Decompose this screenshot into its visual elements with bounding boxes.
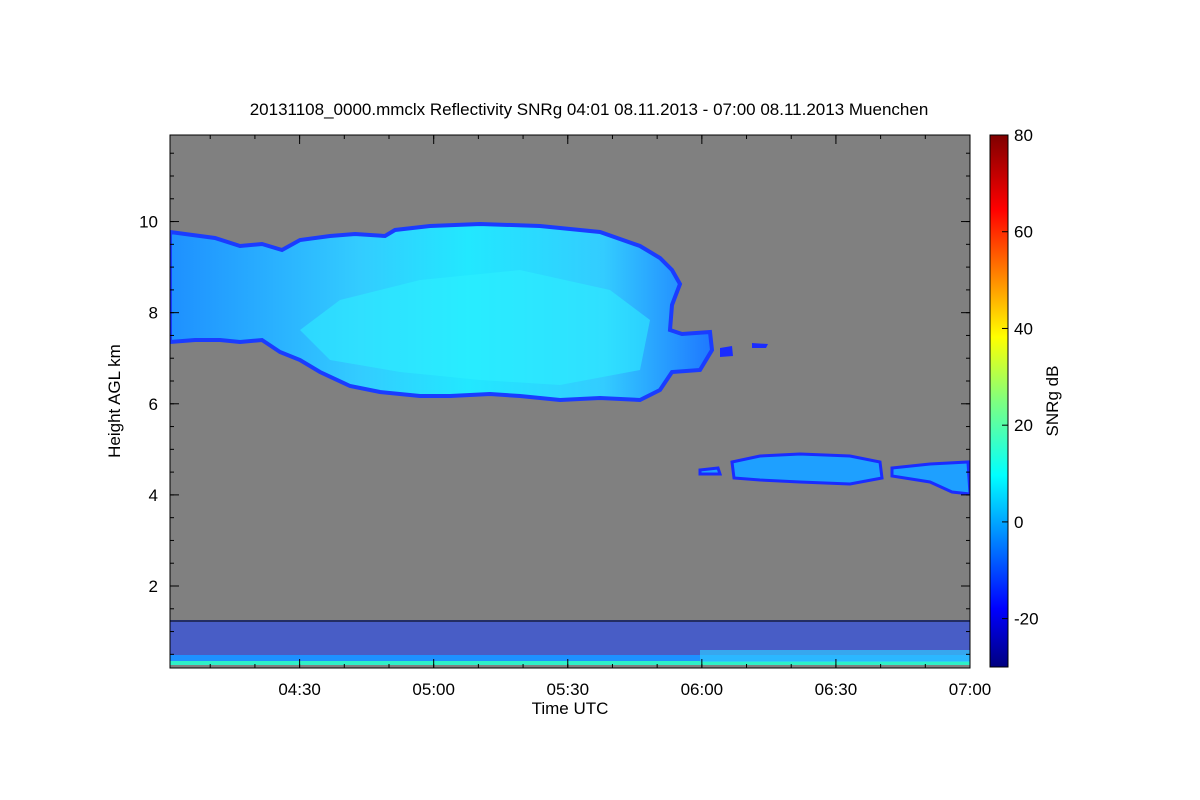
- trailing-fragment: [720, 343, 768, 357]
- colorbar-ticks: -20 0 20 40 60 80: [1002, 126, 1039, 629]
- chart-title: 20131108_0000.mmclx Reflectivity SNRg 04…: [250, 100, 929, 119]
- y-tick-label: 8: [149, 304, 158, 323]
- colorbar-tick-label: 60: [1014, 223, 1033, 242]
- boundary-clutter: [170, 620, 970, 655]
- y-tick-label: 6: [149, 395, 158, 414]
- plot-area: [169, 134, 971, 669]
- surface-band: [170, 655, 970, 661]
- colorbar-label: SNRg dB: [1043, 366, 1062, 437]
- colorbar-gradient: [989, 134, 1009, 668]
- x-tick-label: 05:00: [412, 680, 455, 699]
- surface-band-green: [700, 650, 970, 662]
- y-axis: 2 4 6 8 10: [139, 152, 970, 655]
- x-tick-label: 06:30: [815, 680, 858, 699]
- y-axis-label: Height AGL km: [105, 344, 124, 458]
- y-tick-label: 2: [149, 577, 158, 596]
- upper-cloud-core: [300, 270, 650, 385]
- mid-level-layer: [698, 452, 970, 496]
- colorbar: -20 0 20 40 60 80 SNRg dB: [989, 126, 1062, 668]
- y-tick-label: 4: [149, 486, 158, 505]
- colorbar-tick-label: 80: [1014, 126, 1033, 145]
- colorbar-tick-label: -20: [1014, 610, 1039, 629]
- x-axis: 04:30 05:00 05:30 06:00 06:30 07:00: [209, 135, 992, 699]
- x-axis-label: Time UTC: [532, 699, 609, 718]
- plot-frame: [169, 134, 971, 669]
- y-tick-label: 10: [139, 213, 158, 232]
- colorbar-tick-label: 40: [1014, 319, 1033, 338]
- x-tick-label: 05:30: [546, 680, 589, 699]
- colorbar-tick-label: 0: [1014, 513, 1023, 532]
- x-tick-label: 06:00: [681, 680, 724, 699]
- x-tick-label: 04:30: [278, 680, 321, 699]
- colorbar-tick-label: 20: [1014, 416, 1033, 435]
- x-tick-label: 07:00: [949, 680, 992, 699]
- surface-band-bright: [170, 661, 970, 665]
